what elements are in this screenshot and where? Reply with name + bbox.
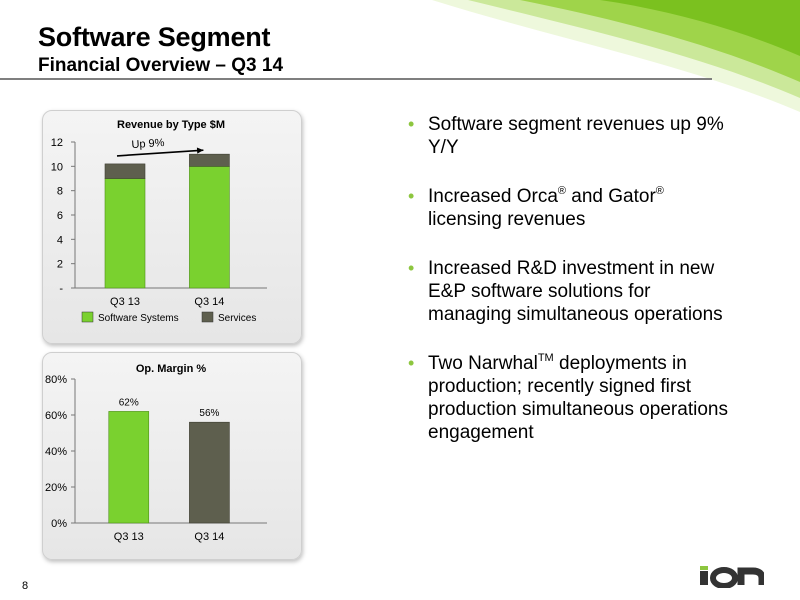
y-tick-label: 60% [45, 410, 67, 422]
bullet-dot-icon: • [408, 114, 415, 134]
y-tick-label: 8 [57, 186, 63, 198]
trademark-mark: ® [557, 185, 567, 197]
revenue-by-type-chart: Revenue by Type $M - 2 4 6 8 10 12 Q3 13 Q3 14 Up … [51, 119, 267, 324]
y-tick-label: 0% [51, 518, 67, 530]
bullet-item: • Software segment revenues up 9% Y/Y [408, 113, 738, 159]
y-tick-label: 6 [57, 210, 63, 222]
bullet-dot-icon: • [408, 186, 415, 206]
y-tick-label: 12 [51, 137, 63, 149]
bar-op-margin [189, 421, 230, 524]
revenue-chart-panel [42, 110, 302, 344]
bullet-text: Software segment revenues up 9% Y/Y [428, 114, 724, 158]
chart-title: Revenue by Type $M [117, 119, 225, 131]
corner-swoosh-decoration [432, 0, 800, 112]
bullet-text: Two Narwhal [428, 353, 538, 374]
y-tick-label: 20% [45, 482, 67, 494]
page-title: Software Segment [38, 22, 271, 52]
page-subtitle: Financial Overview – Q3 14 [38, 55, 284, 76]
bar-services [189, 153, 230, 167]
legend-label: Services [218, 313, 256, 324]
x-tick-label: Q3 13 [110, 296, 140, 308]
bullet-item: • Two NarwhalTM deployments in production… [408, 352, 738, 444]
bar-services [104, 163, 146, 179]
legend-swatch-services [201, 311, 214, 323]
bullet-text: deployments in production; recently sign… [428, 353, 728, 443]
x-tick-label: Q3 14 [194, 296, 224, 308]
bullet-dot-icon: • [408, 353, 415, 373]
chart-title: Op. Margin % [136, 363, 207, 375]
growth-arrow-head-icon [196, 147, 204, 154]
growth-annotation: Up 9% [131, 137, 165, 151]
y-tick-label: - [59, 283, 63, 295]
bullet-dot-icon: • [408, 258, 415, 278]
bullet-text: Increased R&D investment in new E&P soft… [428, 258, 723, 325]
data-label: 62% [119, 397, 139, 408]
title-divider [0, 78, 712, 80]
bar-software-systems [104, 178, 146, 289]
y-tick-label: 2 [57, 259, 63, 271]
bar-op-margin [108, 411, 150, 524]
op-margin-chart: Op. Margin % 0% 20% 40% 60% 80% 62% Q3 13 56% Q3 … [45, 363, 267, 543]
bullet-item: • Increased R&D investment in new E&P sof… [408, 257, 738, 326]
y-tick-label: 80% [45, 374, 67, 386]
trademark-mark: ® [655, 185, 664, 197]
bullet-list: • Software segment revenues up 9% Y/Y • Inc… [408, 113, 738, 470]
legend-label: Software Systems [98, 313, 179, 324]
trademark-mark: TM [537, 352, 554, 364]
bullet-text: and Gator [566, 186, 656, 207]
data-label: 56% [199, 408, 219, 419]
x-tick-label: Q3 14 [194, 531, 224, 543]
page-number: 8 [22, 580, 29, 592]
ion-logo [700, 566, 764, 588]
bullet-text: licensing revenues [428, 209, 586, 230]
bar-software-systems [189, 166, 230, 289]
bullet-item: • Increased Orca® and Gator® licensing re… [408, 185, 738, 231]
bullet-text: Increased Orca [428, 186, 558, 207]
x-tick-label: Q3 13 [114, 531, 144, 543]
margin-chart-panel [42, 352, 302, 560]
legend-swatch-software-systems [81, 311, 94, 323]
y-tick-label: 4 [57, 234, 63, 246]
growth-arrow-line [116, 149, 204, 157]
y-tick-label: 40% [45, 446, 67, 458]
y-tick-label: 10 [51, 161, 63, 173]
